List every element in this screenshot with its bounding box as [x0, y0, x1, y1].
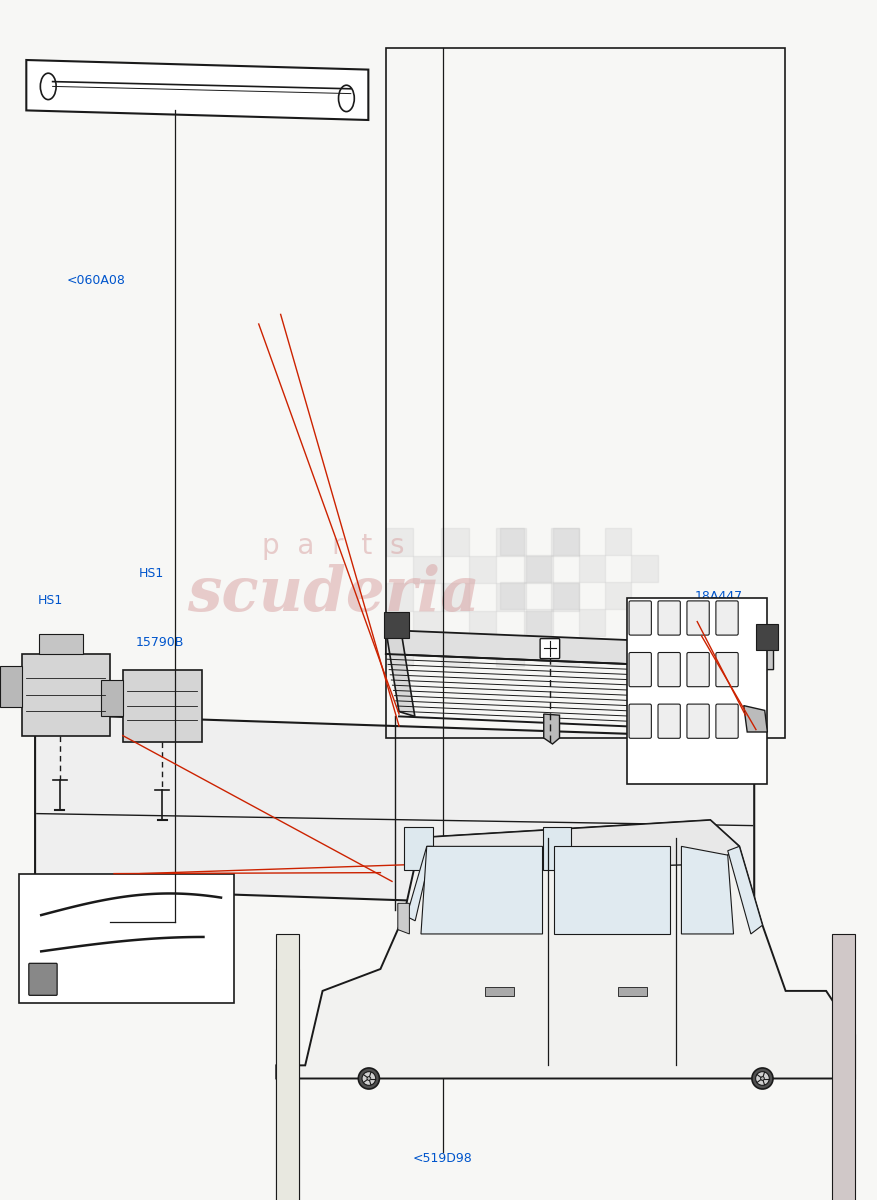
Text: 18246: 18246	[89, 910, 130, 923]
Bar	[627, 598, 767, 784]
Bar	[617, 986, 646, 996]
Polygon shape	[421, 846, 543, 934]
Bar	[403, 827, 432, 870]
Bar	[524, 556, 552, 583]
Bar	[552, 583, 579, 611]
Circle shape	[752, 1068, 773, 1090]
Bar	[441, 638, 468, 666]
Bar	[276, 934, 299, 1200]
FancyBboxPatch shape	[687, 601, 709, 635]
Bar	[605, 528, 631, 554]
Polygon shape	[544, 714, 560, 744]
Text: p  a  r  t  s: p a r t s	[262, 532, 404, 560]
FancyBboxPatch shape	[629, 653, 652, 686]
Circle shape	[756, 1072, 769, 1085]
Bar	[605, 582, 631, 608]
FancyBboxPatch shape	[629, 601, 652, 635]
Circle shape	[367, 1076, 371, 1080]
Bar	[579, 554, 605, 582]
Bar	[526, 608, 553, 636]
Circle shape	[760, 1076, 765, 1080]
Bar	[756, 624, 778, 650]
Polygon shape	[398, 904, 410, 934]
Bar	[19, 874, 234, 1003]
Polygon shape	[744, 706, 767, 732]
Text: HS1: HS1	[139, 568, 164, 580]
Bar	[386, 638, 413, 666]
Text: 18A447: 18A447	[695, 590, 743, 604]
Polygon shape	[386, 630, 415, 716]
Polygon shape	[681, 846, 733, 934]
Bar	[500, 528, 526, 554]
Bar	[39, 634, 83, 654]
FancyBboxPatch shape	[687, 704, 709, 738]
Bar	[386, 583, 413, 611]
Bar	[524, 611, 552, 638]
Bar	[276, 970, 299, 1200]
Text: 15790B: 15790B	[136, 636, 184, 648]
Polygon shape	[386, 630, 763, 670]
Bar	[413, 556, 441, 583]
Polygon shape	[35, 714, 754, 912]
Bar	[441, 583, 468, 611]
Bar	[386, 528, 413, 556]
Polygon shape	[554, 846, 670, 934]
FancyBboxPatch shape	[658, 704, 681, 738]
FancyBboxPatch shape	[29, 964, 57, 995]
Polygon shape	[276, 820, 855, 1079]
FancyBboxPatch shape	[540, 638, 560, 659]
Bar	[485, 986, 514, 996]
Polygon shape	[728, 846, 762, 934]
Bar	[543, 827, 572, 870]
Text: <060A08: <060A08	[67, 274, 126, 287]
Bar	[496, 528, 524, 556]
Text: HS2: HS2	[524, 638, 550, 650]
Bar	[579, 608, 605, 636]
Bar	[552, 528, 579, 556]
Polygon shape	[415, 820, 739, 872]
Text: <519D98: <519D98	[413, 1152, 473, 1164]
Bar	[631, 554, 658, 582]
Bar	[0, 666, 22, 707]
Bar	[386, 48, 785, 738]
Bar	[441, 528, 468, 556]
FancyBboxPatch shape	[716, 601, 738, 635]
Polygon shape	[756, 642, 774, 670]
FancyBboxPatch shape	[716, 704, 738, 738]
Bar	[552, 638, 579, 666]
FancyBboxPatch shape	[658, 653, 681, 686]
Circle shape	[359, 1068, 380, 1090]
Text: 15790A: 15790A	[35, 680, 83, 692]
Bar	[101, 680, 123, 716]
Bar	[468, 611, 496, 638]
Bar	[553, 582, 579, 608]
Bar	[384, 612, 409, 638]
Polygon shape	[26, 60, 368, 120]
Circle shape	[362, 1072, 375, 1085]
Bar	[631, 608, 658, 636]
Bar	[553, 528, 579, 554]
FancyBboxPatch shape	[687, 653, 709, 686]
Bar	[468, 556, 496, 583]
Text: HS1: HS1	[38, 594, 63, 606]
Bar	[496, 583, 524, 611]
Bar	[123, 670, 202, 742]
Bar	[22, 654, 110, 736]
Text: scuderia: scuderia	[187, 564, 480, 624]
FancyBboxPatch shape	[716, 653, 738, 686]
Bar	[500, 582, 526, 608]
FancyBboxPatch shape	[658, 601, 681, 635]
Bar	[496, 638, 524, 666]
Polygon shape	[407, 846, 432, 920]
FancyBboxPatch shape	[629, 704, 652, 738]
Bar	[413, 611, 441, 638]
Bar	[526, 554, 553, 582]
Bar	[832, 934, 855, 1200]
